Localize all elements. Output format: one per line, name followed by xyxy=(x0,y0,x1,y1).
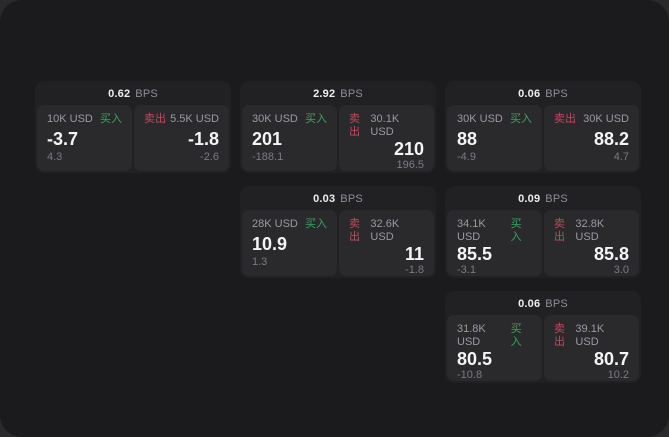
buy-price: 80.5 xyxy=(457,349,493,369)
bps-unit-label: BPS xyxy=(545,193,568,205)
bps-header: 0.03 BPS xyxy=(242,188,434,210)
sell-price: 85.8 xyxy=(593,244,629,264)
bps-unit-label: BPS xyxy=(340,193,363,205)
bps-value: 0.09 xyxy=(518,193,541,205)
bps-unit-label: BPS xyxy=(545,298,568,310)
sell-side-label: 卖出 xyxy=(554,218,565,243)
sell-size: 32.8K USD xyxy=(575,218,605,243)
quote-card: 0.06 BPS 30K USD 买入 88 -4.9 卖出 30K USD xyxy=(445,81,641,173)
quote-panels: 34.1K USD 买入 85.5 -3.1 卖出 32.8K USD 85.8… xyxy=(447,210,639,276)
sell-size: 5.5K USD xyxy=(170,113,219,125)
quote-card: 2.92 BPS 30K USD 买入 201 -188.1 卖出 30.1K … xyxy=(240,81,436,173)
buy-size: 28K USD xyxy=(252,218,298,230)
sell-side-label: 卖出 xyxy=(554,323,565,348)
sell-size: 32.6K USD xyxy=(370,218,400,243)
buy-price: 10.9 xyxy=(252,233,288,254)
buy-price: 201 xyxy=(252,128,283,149)
buy-size: 30K USD xyxy=(252,113,298,125)
sell-delta: -2.6 xyxy=(200,151,219,163)
buy-quote-panel[interactable]: 30K USD 买入 88 -4.9 xyxy=(447,105,542,171)
bps-header: 0.06 BPS xyxy=(447,293,639,315)
buy-size: 10K USD xyxy=(47,113,93,125)
bps-value: 0.06 xyxy=(518,298,541,310)
sell-price: 210 xyxy=(393,139,424,159)
sell-side-label: 卖出 xyxy=(554,113,576,125)
buy-side-label: 买入 xyxy=(305,218,327,230)
sell-side-label: 卖出 xyxy=(349,218,360,243)
sell-price: 80.7 xyxy=(593,349,629,369)
quote-card: 0.62 BPS 10K USD 买入 -3.7 4.3 卖出 5.5K USD xyxy=(35,81,231,173)
sell-size: 30K USD xyxy=(583,113,629,125)
bps-value: 0.06 xyxy=(518,88,541,100)
sell-side-label: 卖出 xyxy=(349,113,360,138)
quote-panels: 30K USD 买入 88 -4.9 卖出 30K USD 88.2 4.7 xyxy=(447,105,639,171)
quote-panels: 28K USD 买入 10.9 1.3 卖出 32.6K USD 11 -1.8 xyxy=(242,210,434,276)
buy-price: -3.7 xyxy=(47,128,79,149)
bps-header: 2.92 BPS xyxy=(242,83,434,105)
sell-side-label: 卖出 xyxy=(144,113,166,125)
quote-card-grid: 0.62 BPS 10K USD 买入 -3.7 4.3 卖出 5.5K USD xyxy=(35,81,641,383)
sell-quote-panel[interactable]: 卖出 32.8K USD 85.8 3.0 xyxy=(544,210,639,276)
quote-card: 0.06 BPS 31.8K USD 买入 80.5 -10.8 卖出 39.1… xyxy=(445,291,641,383)
bps-value: 2.92 xyxy=(313,88,336,100)
buy-price: 88 xyxy=(457,128,478,149)
buy-delta: 4.3 xyxy=(47,151,63,163)
quote-card: 0.09 BPS 34.1K USD 买入 85.5 -3.1 卖出 32.8K… xyxy=(445,186,641,278)
bps-value: 0.03 xyxy=(313,193,336,205)
buy-quote-panel[interactable]: 31.8K USD 买入 80.5 -10.8 xyxy=(447,315,542,381)
quote-card: 0.03 BPS 28K USD 买入 10.9 1.3 卖出 32.6K US… xyxy=(240,186,436,278)
buy-size: 30K USD xyxy=(457,113,503,125)
sell-delta: 4.7 xyxy=(613,151,629,163)
buy-size: 34.1K USD xyxy=(457,218,486,243)
buy-side-label: 买入 xyxy=(100,113,122,125)
buy-side-label: 买入 xyxy=(510,113,532,125)
bps-header: 0.62 BPS xyxy=(37,83,229,105)
buy-delta: -10.8 xyxy=(457,369,483,381)
quote-panels: 31.8K USD 买入 80.5 -10.8 卖出 39.1K USD 80.… xyxy=(447,315,639,381)
bps-header: 0.09 BPS xyxy=(447,188,639,210)
bps-unit-label: BPS xyxy=(135,88,158,100)
buy-quote-panel[interactable]: 10K USD 买入 -3.7 4.3 xyxy=(37,105,132,171)
buy-delta: -188.1 xyxy=(252,151,284,163)
buy-quote-panel[interactable]: 28K USD 买入 10.9 1.3 xyxy=(242,210,337,276)
sell-price: -1.8 xyxy=(187,128,219,149)
sell-price: 11 xyxy=(404,244,424,264)
bps-unit-label: BPS xyxy=(545,88,568,100)
buy-quote-panel[interactable]: 30K USD 买入 201 -188.1 xyxy=(242,105,337,171)
bps-header: 0.06 BPS xyxy=(447,83,639,105)
buy-quote-panel[interactable]: 34.1K USD 买入 85.5 -3.1 xyxy=(447,210,542,276)
sell-quote-panel[interactable]: 卖出 5.5K USD -1.8 -2.6 xyxy=(134,105,229,171)
buy-side-label: 买入 xyxy=(305,113,327,125)
sell-quote-panel[interactable]: 卖出 30.1K USD 210 196.5 xyxy=(339,105,434,171)
quote-panels: 30K USD 买入 201 -188.1 卖出 30.1K USD 210 1… xyxy=(242,105,434,171)
sell-delta: -1.8 xyxy=(405,264,424,276)
sell-delta: 3.0 xyxy=(613,264,629,276)
sell-quote-panel[interactable]: 卖出 30K USD 88.2 4.7 xyxy=(544,105,639,171)
buy-side-label: 买入 xyxy=(510,323,522,348)
buy-delta: -3.1 xyxy=(457,264,476,276)
bps-unit-label: BPS xyxy=(340,88,363,100)
buy-side-label: 买入 xyxy=(510,218,522,243)
buy-delta: -4.9 xyxy=(457,151,476,163)
sell-size: 30.1K USD xyxy=(370,113,400,138)
bps-value: 0.62 xyxy=(108,88,131,100)
buy-size: 31.8K USD xyxy=(457,323,486,348)
quote-panels: 10K USD 买入 -3.7 4.3 卖出 5.5K USD -1.8 -2.… xyxy=(37,105,229,171)
buy-delta: 1.3 xyxy=(252,256,268,268)
sell-quote-panel[interactable]: 卖出 32.6K USD 11 -1.8 xyxy=(339,210,434,276)
sell-quote-panel[interactable]: 卖出 39.1K USD 80.7 10.2 xyxy=(544,315,639,381)
sell-price: 88.2 xyxy=(593,128,629,149)
buy-price: 85.5 xyxy=(457,244,493,264)
sell-size: 39.1K USD xyxy=(575,323,605,348)
sell-delta: 10.2 xyxy=(607,369,629,381)
sell-delta: 196.5 xyxy=(396,159,424,171)
